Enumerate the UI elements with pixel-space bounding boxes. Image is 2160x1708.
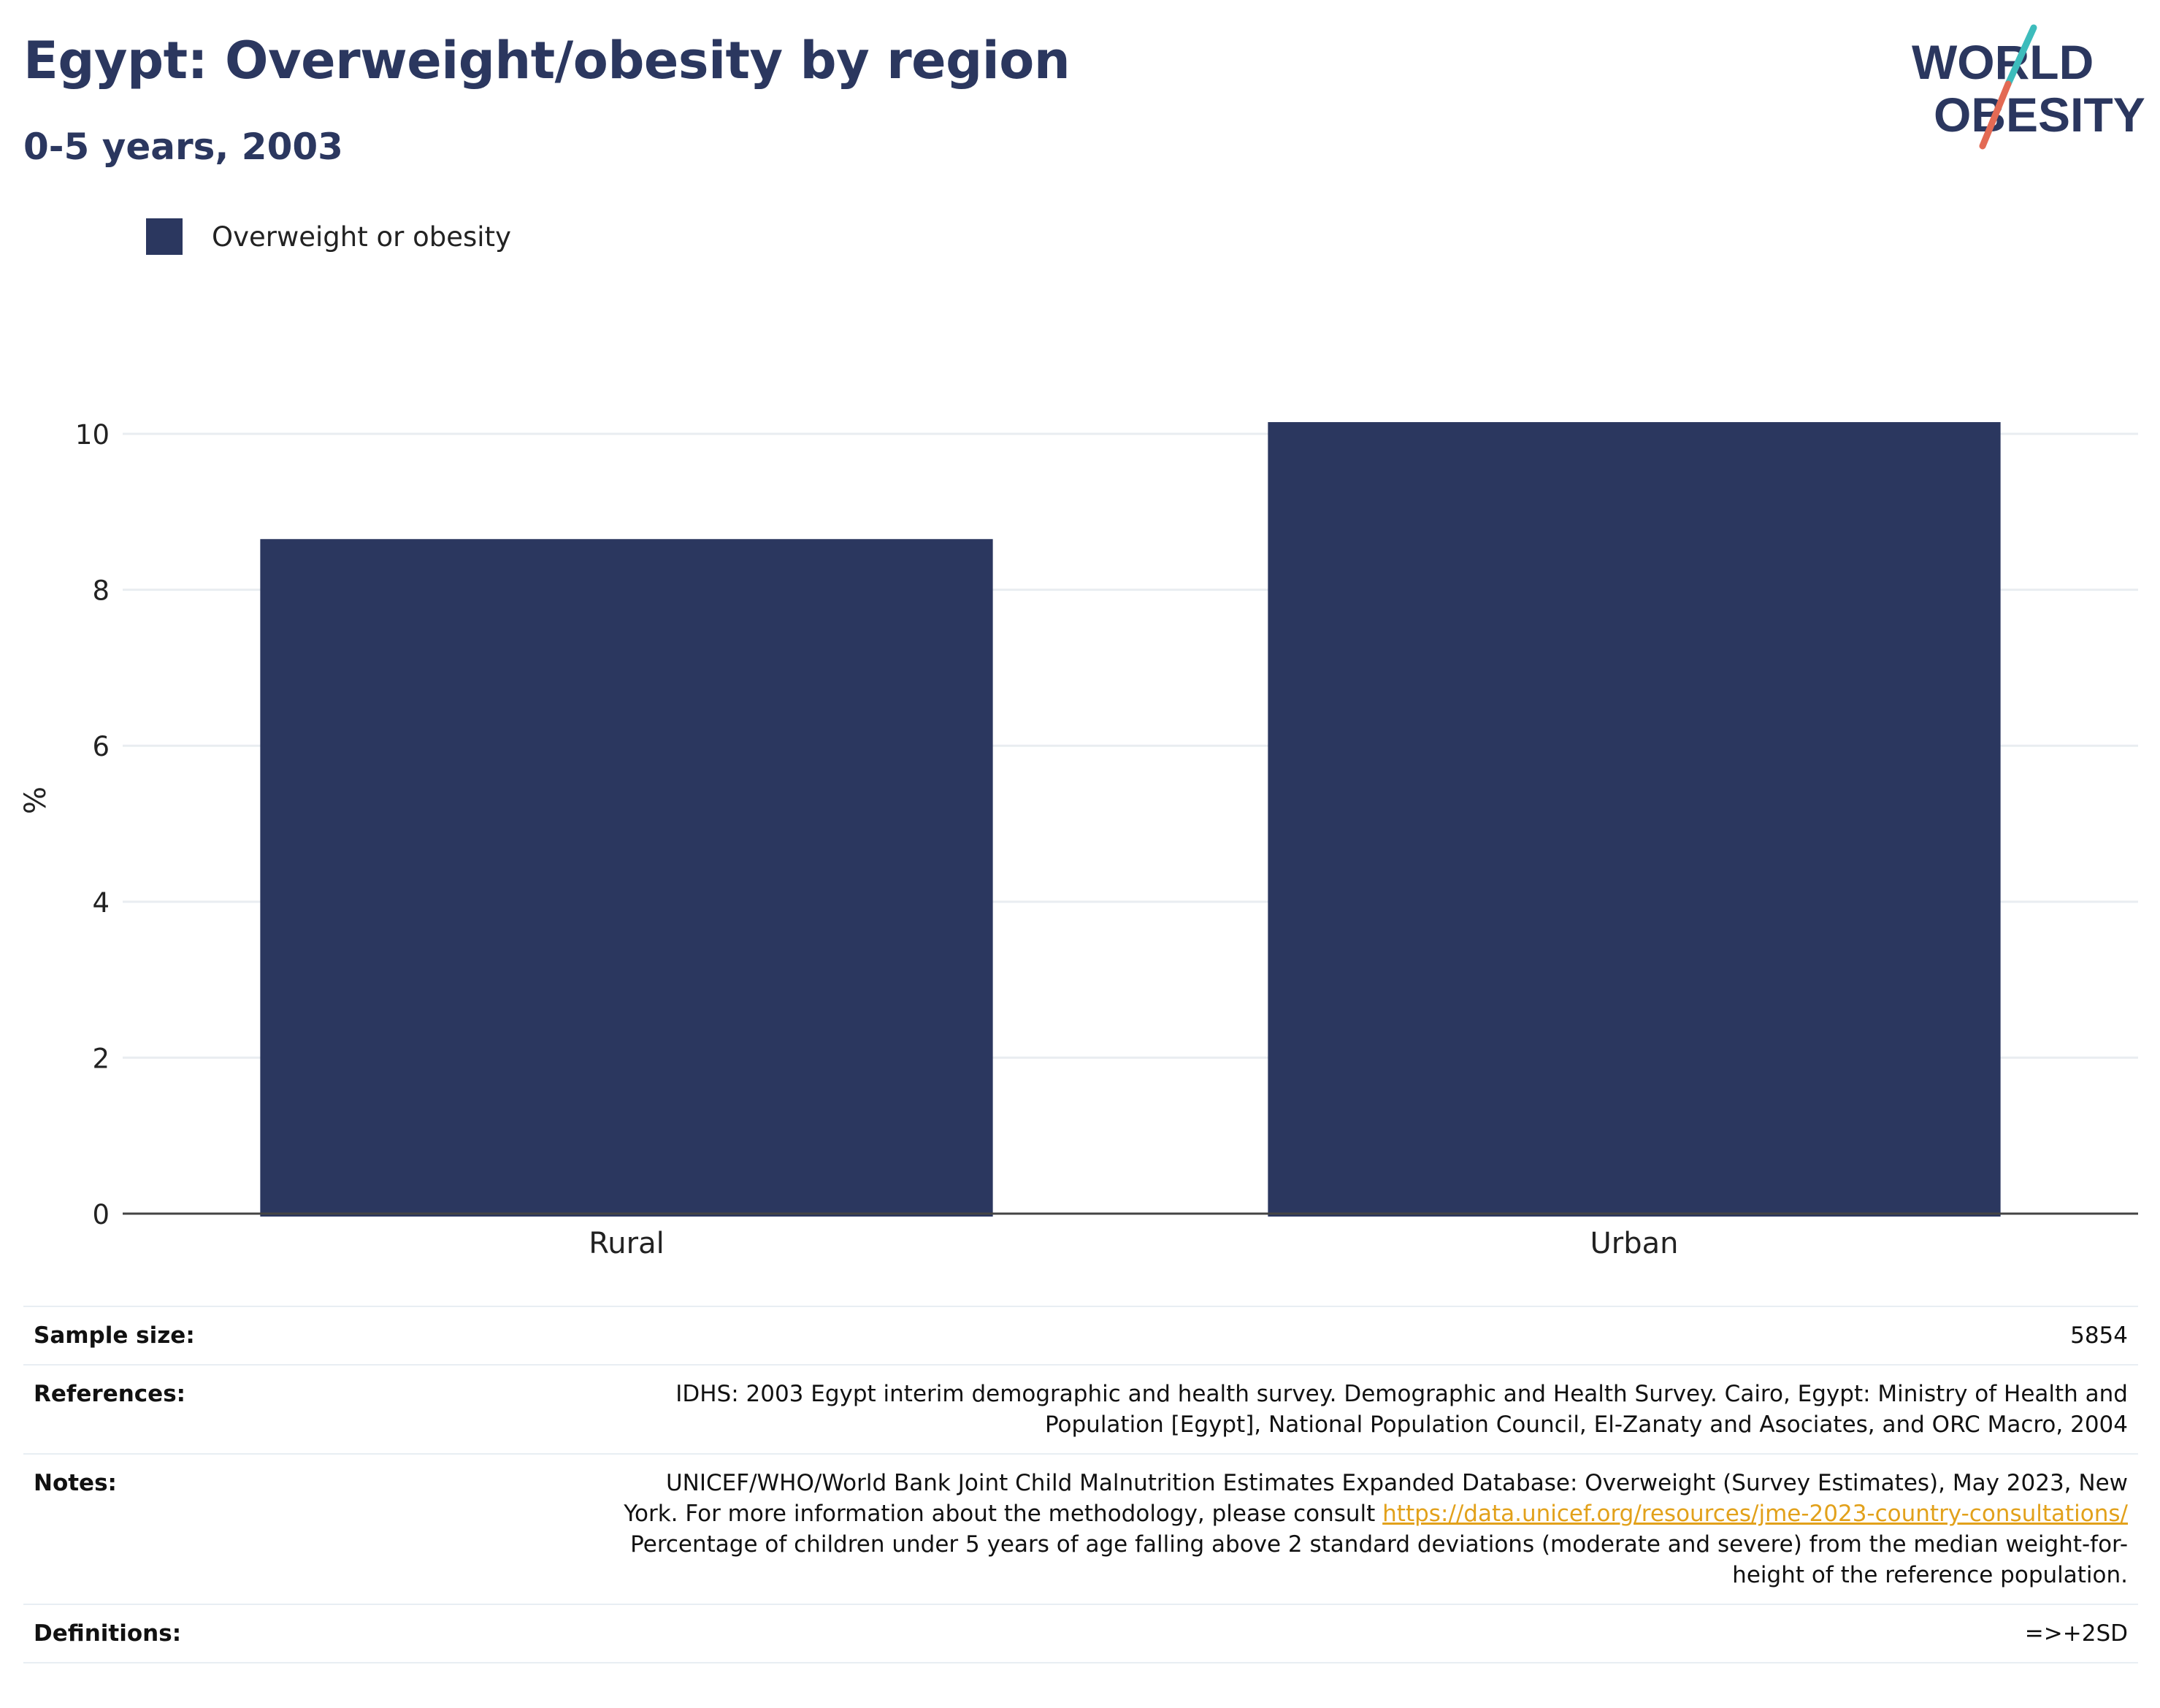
y-tick-label: 2 xyxy=(92,1043,110,1074)
y-tick-label: 0 xyxy=(92,1199,110,1230)
page-title: Egypt: Overweight/obesity by region xyxy=(23,31,1071,91)
y-tick-labels: 0 2 4 6 8 10 xyxy=(75,419,110,1230)
info-row-references: References: IDHS: 2003 Egypt interim dem… xyxy=(23,1364,2138,1454)
x-tick-labels: Rural Urban xyxy=(589,1227,1678,1260)
bars xyxy=(260,422,2001,1217)
logo-line2: OBESITY xyxy=(1934,88,2145,142)
info-row-definitions: Definitions: =>+2SD xyxy=(23,1604,2138,1663)
legend-label: Overweight or obesity xyxy=(212,221,511,253)
y-axis-label: % xyxy=(19,786,53,814)
references-label: References: xyxy=(23,1364,555,1454)
y-tick-label: 8 xyxy=(92,575,110,607)
info-row-sample-size: Sample size: 5854 xyxy=(23,1306,2138,1365)
x-tick-label: Rural xyxy=(589,1227,664,1260)
y-tick-label: 6 xyxy=(92,731,110,762)
y-tick-label: 4 xyxy=(92,887,110,919)
bar-rural xyxy=(260,539,993,1217)
notes-line2-prefix: York. For more information about the met… xyxy=(624,1501,1383,1527)
notes-line3: Percentage of children under 5 years of … xyxy=(630,1531,2128,1558)
notes-label: Notes: xyxy=(23,1453,555,1604)
chart-legend: Overweight or obesity xyxy=(146,218,511,256)
info-table: Sample size: 5854 References: IDHS: 2003… xyxy=(23,1306,2138,1663)
sample-size-label: Sample size: xyxy=(23,1306,555,1365)
definitions-value: =>+2SD xyxy=(555,1604,2138,1663)
notes-value: UNICEF/WHO/World Bank Joint Child Malnut… xyxy=(555,1453,2138,1604)
info-row-notes: Notes: UNICEF/WHO/World Bank Joint Child… xyxy=(23,1453,2138,1604)
x-tick-label: Urban xyxy=(1590,1227,1679,1260)
definitions-label: Definitions: xyxy=(23,1604,555,1663)
legend-swatch xyxy=(146,218,183,255)
methodology-link[interactable]: https://data.unicef.org/resources/jme-20… xyxy=(1382,1501,2128,1527)
notes-line1: UNICEF/WHO/World Bank Joint Child Malnut… xyxy=(665,1470,2128,1496)
logo-slash-top xyxy=(2004,24,2037,88)
y-tick-label: 10 xyxy=(75,419,110,451)
logo-slash-bottom xyxy=(1979,80,2012,150)
references-line1: IDHS: 2003 Egypt interim demographic and… xyxy=(675,1381,2128,1407)
world-obesity-logo: WORLD OBESITY xyxy=(1912,24,2145,150)
bar-urban xyxy=(1268,422,2001,1217)
references-line2: Population [Egypt], National Population … xyxy=(1044,1412,2128,1438)
bar-chart: 0 2 4 6 8 10 Rural Urban % xyxy=(19,419,2138,1260)
page-subtitle: 0-5 years, 2003 xyxy=(23,126,343,168)
logo-line1: WORLD xyxy=(1912,35,2094,89)
notes-line4: height of the reference population. xyxy=(1732,1562,2128,1588)
sample-size-value: 5854 xyxy=(555,1306,2138,1365)
references-value: IDHS: 2003 Egypt interim demographic and… xyxy=(555,1364,2138,1454)
